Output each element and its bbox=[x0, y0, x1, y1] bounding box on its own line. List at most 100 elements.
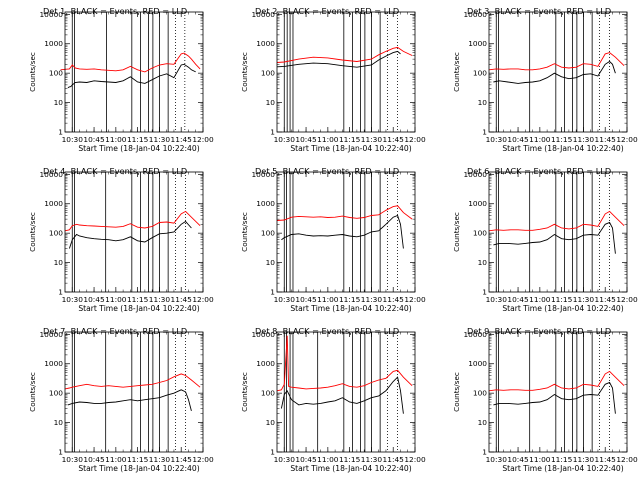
panel-1: 1 10 100 1000 10000 10:30 10:45 11:00 11:15 11:30… bbox=[28, 6, 214, 153]
x-tick-label: 11:30 bbox=[149, 455, 171, 464]
x-tick-label: 11:45 bbox=[171, 295, 193, 304]
x-tick-label: 11:30 bbox=[573, 295, 595, 304]
x-tick-label: 11:00 bbox=[529, 295, 551, 304]
x-tick-label: 12:00 bbox=[616, 455, 638, 464]
x-axis-label: Start Time (18-Jan-04 10:22:40) bbox=[290, 144, 411, 153]
series-events bbox=[280, 376, 404, 414]
y-tick-label: 10000 bbox=[251, 330, 275, 339]
x-tick-label: 12:00 bbox=[616, 295, 638, 304]
y-axis-label: Counts/sec bbox=[240, 372, 249, 412]
series-lld bbox=[276, 205, 413, 221]
x-tick-label: 10:45 bbox=[83, 135, 105, 144]
x-tick-label: 10:45 bbox=[295, 455, 317, 464]
y-tick-label: 10 bbox=[266, 418, 276, 427]
series-events bbox=[276, 50, 401, 68]
x-axis-label: Start Time (18-Jan-04 10:22:40) bbox=[78, 464, 199, 473]
y-tick-label: 10 bbox=[478, 258, 488, 267]
x-tick-label: 11:30 bbox=[361, 135, 383, 144]
y-tick-label: 1 bbox=[270, 448, 275, 457]
x-tick-label: 11:45 bbox=[383, 135, 405, 144]
y-tick-label: 10 bbox=[54, 258, 64, 267]
y-tick-label: 1 bbox=[58, 128, 63, 137]
panel-title: Det 6, BLACK = Events, RED = LLD bbox=[467, 166, 611, 176]
y-tick-label: 1000 bbox=[256, 39, 275, 48]
y-axis-label: Counts/sec bbox=[28, 212, 37, 252]
x-axis-label: Start Time (18-Jan-04 10:22:40) bbox=[78, 144, 199, 153]
x-tick-label: 11:45 bbox=[171, 135, 193, 144]
x-tick-label: 12:00 bbox=[616, 135, 638, 144]
x-tick-label: 11:15 bbox=[127, 295, 149, 304]
plot-frame bbox=[276, 171, 416, 293]
x-tick-label: 11:15 bbox=[339, 455, 361, 464]
y-tick-label: 1 bbox=[270, 288, 275, 297]
y-tick-label: 100 bbox=[49, 389, 63, 398]
plot-frame bbox=[488, 331, 628, 453]
y-axis-label: Counts/sec bbox=[452, 372, 461, 412]
y-tick-label: 1000 bbox=[44, 39, 63, 48]
series-lld bbox=[64, 210, 201, 232]
x-tick-label: 10:30 bbox=[62, 135, 84, 144]
plot-frame bbox=[276, 11, 416, 133]
y-tick-label: 100 bbox=[49, 69, 63, 78]
y-tick-label: 1000 bbox=[468, 39, 487, 48]
x-axis-label: Start Time (18-Jan-04 10:22:40) bbox=[502, 144, 623, 153]
y-tick-label: 10000 bbox=[463, 170, 487, 179]
x-tick-label: 11:00 bbox=[105, 455, 127, 464]
y-tick-label: 1 bbox=[58, 448, 63, 457]
x-tick-label: 11:45 bbox=[595, 455, 617, 464]
plot-frame bbox=[488, 11, 628, 133]
y-tick-label: 100 bbox=[261, 69, 275, 78]
x-tick-label: 11:45 bbox=[383, 295, 405, 304]
y-tick-label: 1 bbox=[270, 128, 275, 137]
y-tick-label: 1000 bbox=[256, 199, 275, 208]
y-tick-label: 100 bbox=[49, 229, 63, 238]
panel-8: 1 10 100 1000 10000 10:30 10:45 11:00 11:15 11:30… bbox=[240, 326, 426, 473]
x-tick-label: 12:00 bbox=[192, 135, 214, 144]
x-tick-label: 10:30 bbox=[486, 455, 508, 464]
y-tick-label: 1000 bbox=[468, 199, 487, 208]
panel-6: 1 10 100 1000 10000 10:30 10:45 11:00 11:15 11:30… bbox=[452, 166, 638, 313]
panel-title: Det 8, BLACK = Events, RED = LLD bbox=[255, 326, 399, 336]
x-tick-label: 11:00 bbox=[317, 455, 339, 464]
panel-4: 1 10 100 1000 10000 10:30 10:45 11:00 11:15 11:30… bbox=[28, 166, 214, 313]
y-tick-label: 1000 bbox=[256, 359, 275, 368]
y-tick-label: 10000 bbox=[463, 330, 487, 339]
plot-frame bbox=[64, 171, 204, 293]
plot-frame bbox=[64, 11, 204, 133]
y-tick-label: 1 bbox=[482, 288, 487, 297]
x-tick-label: 11:45 bbox=[595, 295, 617, 304]
x-tick-label: 10:30 bbox=[274, 295, 296, 304]
x-tick-label: 12:00 bbox=[192, 455, 214, 464]
y-tick-label: 10 bbox=[266, 258, 276, 267]
x-tick-label: 10:30 bbox=[62, 455, 84, 464]
y-tick-label: 100 bbox=[473, 389, 487, 398]
series-lld bbox=[488, 370, 625, 392]
x-tick-label: 10:45 bbox=[507, 455, 529, 464]
panel-title: Det 1, BLACK = Events, RED = LLD bbox=[43, 6, 187, 16]
series-events bbox=[68, 220, 192, 249]
x-tick-label: 11:15 bbox=[551, 295, 573, 304]
y-axis-label: Counts/sec bbox=[28, 52, 37, 92]
x-tick-label: 12:00 bbox=[404, 295, 426, 304]
y-axis-label: Counts/sec bbox=[452, 212, 461, 252]
x-tick-label: 11:15 bbox=[127, 455, 149, 464]
panel-7: 1 10 100 1000 10000 10:30 10:45 11:00 11:15 11:30… bbox=[28, 326, 214, 473]
y-tick-label: 10 bbox=[54, 418, 64, 427]
x-axis-label: Start Time (18-Jan-04 10:22:40) bbox=[502, 464, 623, 473]
y-axis-label: Counts/sec bbox=[452, 52, 461, 92]
x-tick-label: 10:45 bbox=[295, 135, 317, 144]
y-tick-label: 1000 bbox=[44, 199, 63, 208]
panel-9: 1 10 100 1000 10000 10:30 10:45 11:00 11:15 11:30… bbox=[452, 326, 638, 473]
panel-5: 1 10 100 1000 10000 10:30 10:45 11:00 11:15 11:30… bbox=[240, 166, 426, 313]
y-tick-label: 10 bbox=[478, 98, 488, 107]
x-tick-label: 11:00 bbox=[529, 455, 551, 464]
x-tick-label: 11:15 bbox=[551, 135, 573, 144]
x-axis-label: Start Time (18-Jan-04 10:22:40) bbox=[502, 304, 623, 313]
panel-title: Det 7, BLACK = Events, RED = LLD bbox=[43, 326, 187, 336]
x-axis-label: Start Time (18-Jan-04 10:22:40) bbox=[290, 304, 411, 313]
y-tick-label: 100 bbox=[261, 389, 275, 398]
x-tick-label: 10:30 bbox=[274, 135, 296, 144]
y-tick-label: 1000 bbox=[468, 359, 487, 368]
y-tick-label: 10000 bbox=[251, 170, 275, 179]
